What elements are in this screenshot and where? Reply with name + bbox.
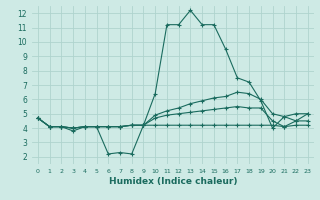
X-axis label: Humidex (Indice chaleur): Humidex (Indice chaleur) bbox=[108, 177, 237, 186]
